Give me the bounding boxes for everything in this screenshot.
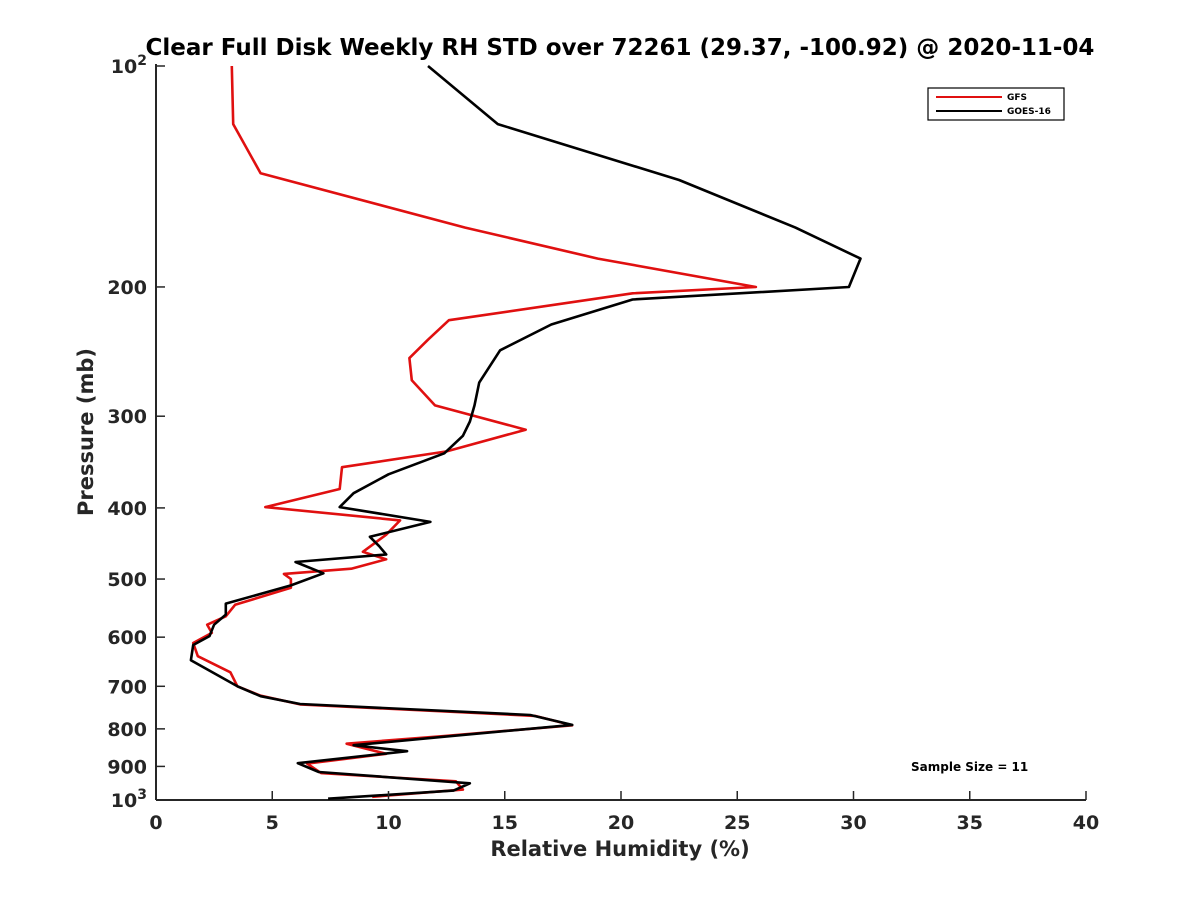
y-tick-label: 102	[111, 53, 147, 78]
sample-size-annotation: Sample Size = 11	[911, 760, 1028, 774]
y-tick-label: 700	[107, 676, 147, 698]
y-tick-label: 600	[107, 627, 147, 649]
x-tick-label: 30	[840, 812, 866, 834]
y-axis-label: Pressure (mb)	[74, 348, 98, 516]
y-tick-label: 103	[111, 787, 147, 812]
series-line-goes-16	[189, 65, 862, 800]
x-tick-label: 35	[957, 812, 983, 834]
series-line-gfs	[191, 65, 758, 799]
y-tick-label: 800	[107, 719, 147, 741]
x-tick-label: 10	[375, 812, 401, 834]
x-ticks: 0 5 10 15 20 25 30 35 40	[149, 791, 1099, 834]
legend: GFS GOES-16	[927, 87, 1065, 121]
y-tick-label: 300	[107, 406, 147, 428]
x-tick-label: 5	[266, 812, 279, 834]
y-tick-label: 500	[107, 569, 147, 591]
x-tick-label: 20	[608, 812, 634, 834]
x-tick-label: 25	[724, 812, 750, 834]
y-tick-label: 400	[107, 498, 147, 520]
x-tick-label: 40	[1073, 812, 1099, 834]
legend-label-gfs: GFS	[1007, 93, 1027, 103]
plot-area: 0 5 10 15 20 25 30 35 40 102 200 300 400 500 600 700 80…	[107, 53, 1099, 834]
x-axis-label: Relative Humidity (%)	[490, 837, 749, 861]
y-tick-label: 200	[107, 277, 147, 299]
y-ticks: 102 200 300 400 500 600 700 800 900 103	[107, 53, 165, 812]
x-tick-label: 0	[149, 812, 162, 834]
legend-box	[927, 87, 1065, 121]
legend-label-goes16: GOES-16	[1007, 107, 1051, 117]
chart-title: Clear Full Disk Weekly RH STD over 72261…	[146, 35, 1095, 61]
y-tick-label: 900	[107, 756, 147, 778]
x-tick-label: 15	[492, 812, 518, 834]
series-layer	[189, 65, 862, 800]
